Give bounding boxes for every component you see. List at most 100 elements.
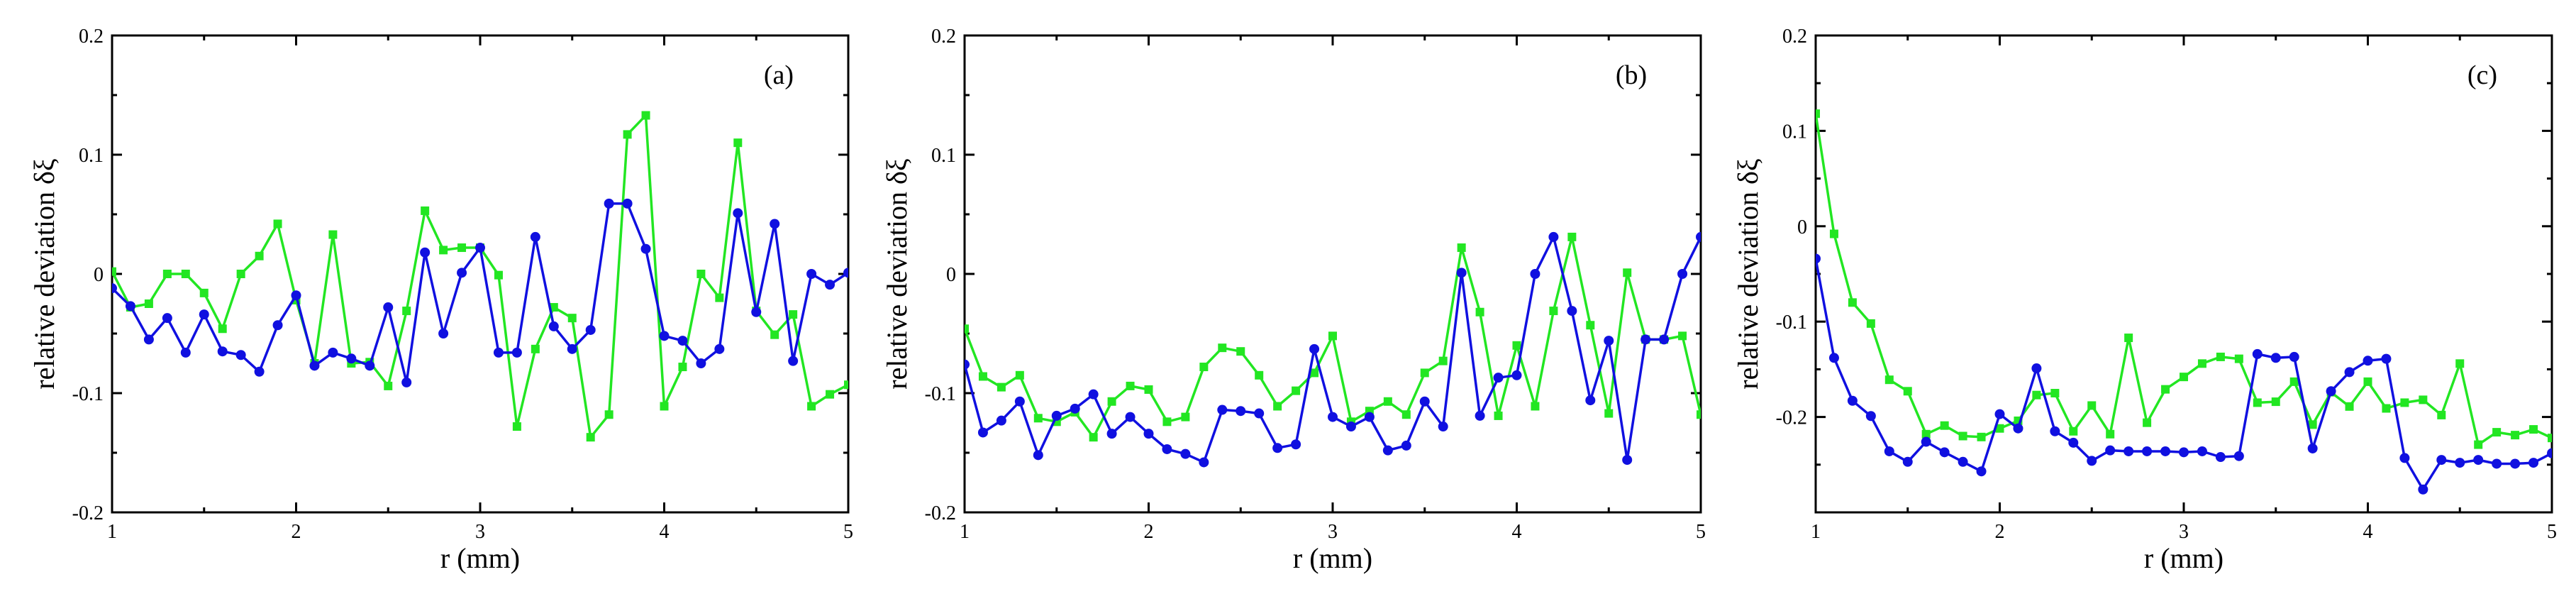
data-point-circle <box>1456 268 1467 278</box>
data-point-circle <box>328 347 338 358</box>
data-point-square <box>567 314 577 323</box>
data-point-square <box>1383 397 1392 406</box>
data-point-circle <box>457 268 467 278</box>
data-point-square <box>1199 363 1209 372</box>
data-point-square <box>1494 411 1503 420</box>
data-point-square <box>2271 397 2280 407</box>
data-point-circle <box>1939 447 1950 458</box>
data-point-circle <box>1567 306 1577 316</box>
data-point-circle <box>2363 356 2373 366</box>
data-point-square <box>1328 331 1337 341</box>
data-point-circle <box>438 329 449 338</box>
x-tick-label: 5 <box>843 521 853 543</box>
x-axis-label: r (mm) <box>440 542 520 574</box>
data-point-square <box>623 130 632 139</box>
series-blue <box>965 231 1701 468</box>
data-point-circle <box>1125 412 1136 422</box>
data-point-circle <box>1088 389 1099 400</box>
data-point-circle <box>788 356 799 366</box>
data-point-square <box>162 270 172 278</box>
data-point-circle <box>2473 455 2484 466</box>
series-blue <box>112 198 848 387</box>
data-point-square <box>2253 398 2262 407</box>
data-point-square <box>1623 268 1632 277</box>
data-point-square <box>2216 352 2225 361</box>
data-point-circle <box>254 366 265 377</box>
data-point-square <box>1033 414 1043 423</box>
data-point-circle <box>2031 363 2042 374</box>
y-tick-label: 0.2 <box>1782 26 1807 48</box>
data-point-square <box>1255 370 1264 380</box>
data-point-circle <box>2399 453 2410 463</box>
data-point-square <box>2492 428 2502 437</box>
data-point-circle <box>2050 426 2060 436</box>
data-point-circle <box>2528 458 2539 468</box>
data-point-circle <box>346 353 357 364</box>
data-point-circle <box>1217 404 1228 415</box>
data-point-circle <box>1438 422 1448 432</box>
data-point-square <box>2032 390 2041 400</box>
series-line-blue <box>965 236 1701 464</box>
series-line-green <box>112 114 848 439</box>
data-point-circle <box>2289 351 2299 362</box>
data-point-square <box>402 307 411 316</box>
x-axis-label: r (mm) <box>2144 542 2224 574</box>
data-point-circle <box>2436 455 2447 466</box>
data-point-circle <box>1272 443 1283 453</box>
data-point-circle <box>1328 412 1338 422</box>
data-point-square <box>1678 331 1687 341</box>
data-point-circle <box>1014 396 1025 407</box>
data-point-square <box>641 111 650 120</box>
y-tick-label: -0.2 <box>1776 407 1807 429</box>
data-point-circle <box>1475 410 1485 421</box>
data-point-square <box>1457 243 1466 253</box>
data-point-circle <box>2455 458 2465 468</box>
y-tick-label: 0.1 <box>1782 121 1807 143</box>
data-point-circle <box>677 336 688 346</box>
panel-label: (b) <box>1616 60 1647 90</box>
data-point-square <box>1531 402 1540 411</box>
data-point-square <box>2382 404 2391 413</box>
data-point-square <box>2050 389 2060 397</box>
data-point-square <box>2419 395 2428 404</box>
plot-frame <box>963 34 1702 514</box>
data-point-circle <box>2197 446 2207 456</box>
x-tick-label: 3 <box>475 521 485 543</box>
data-point-square <box>112 267 116 276</box>
x-tick-label: 1 <box>1811 521 1821 543</box>
x-tick-label: 3 <box>1328 521 1338 543</box>
data-point-circle <box>996 415 1006 426</box>
data-point-square <box>1273 402 1282 411</box>
data-point-circle <box>2326 386 2336 397</box>
data-point-square <box>1512 341 1521 350</box>
chart-panel-2: 1 2 3 4 5 -0.2 -0.1 0 0.1 0.2 r (mm) relative devia… <box>881 26 1706 574</box>
data-point-circle <box>309 360 320 371</box>
data-point-circle <box>1291 439 1301 450</box>
data-point-circle <box>2307 443 2318 453</box>
y-tick-label: 0.2 <box>79 26 104 48</box>
data-point-circle <box>1604 336 1614 346</box>
data-point-square <box>660 402 669 411</box>
x-tick-label: 2 <box>292 521 301 543</box>
data-point-circle <box>511 347 522 358</box>
data-point-circle <box>2013 423 2023 434</box>
data-point-circle <box>1511 370 1522 380</box>
data-point-square <box>2087 401 2097 410</box>
data-point-square <box>2124 334 2133 343</box>
data-point-circle <box>640 243 651 254</box>
data-point-circle <box>1696 231 1701 242</box>
panel-label: (c) <box>2467 60 2497 90</box>
data-point-circle <box>365 360 375 371</box>
data-point-circle <box>2270 353 2281 363</box>
data-point-square <box>604 410 614 419</box>
data-point-square <box>531 344 540 353</box>
series-green <box>1816 109 2552 449</box>
data-point-square <box>512 422 521 431</box>
data-point-circle <box>235 350 246 360</box>
y-tick-label: 0.1 <box>931 145 956 167</box>
data-point-square <box>770 330 779 339</box>
data-point-square <box>2234 354 2243 363</box>
data-point-square <box>1015 370 1024 380</box>
data-point-circle <box>1902 456 1913 467</box>
data-point-circle <box>1180 448 1191 459</box>
